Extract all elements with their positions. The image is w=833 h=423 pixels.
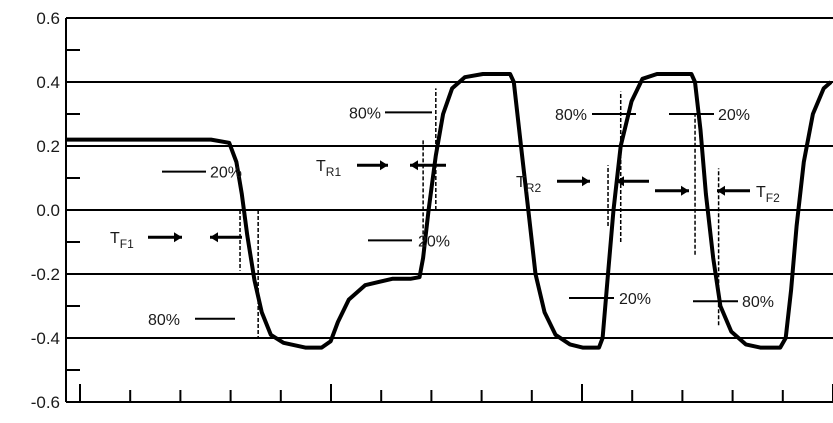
arrow-head bbox=[410, 160, 418, 171]
timing-label: TF2 bbox=[756, 184, 780, 205]
percent-label: 80% bbox=[742, 294, 774, 311]
percent-label: 80% bbox=[349, 105, 381, 122]
arrow-head bbox=[210, 232, 218, 243]
arrow-head bbox=[717, 185, 725, 196]
percent-label: 20% bbox=[619, 291, 651, 308]
timing-label: TR2 bbox=[516, 174, 541, 195]
timing-label: TR1 bbox=[316, 158, 341, 179]
y-tick-label: -0.6 bbox=[31, 393, 60, 412]
y-tick-label: 0.2 bbox=[36, 137, 60, 156]
arrow-head bbox=[681, 185, 689, 196]
percent-label: 80% bbox=[148, 312, 180, 329]
percent-label: 20% bbox=[418, 233, 450, 250]
arrow-head bbox=[582, 176, 590, 187]
arrow-head bbox=[380, 160, 388, 171]
y-tick-label: 0.4 bbox=[36, 73, 60, 92]
percent-label: 20% bbox=[718, 107, 750, 124]
arrow-head bbox=[174, 232, 182, 243]
percent-label: 20% bbox=[210, 165, 242, 182]
arrow-head bbox=[616, 176, 624, 187]
y-tick-label: -0.2 bbox=[31, 265, 60, 284]
y-tick-label: -0.4 bbox=[31, 329, 60, 348]
timing-label: TF1 bbox=[110, 230, 134, 251]
y-tick-label: 0.0 bbox=[36, 201, 60, 220]
percent-label: 80% bbox=[555, 107, 587, 124]
y-tick-label: 0.6 bbox=[36, 9, 60, 28]
